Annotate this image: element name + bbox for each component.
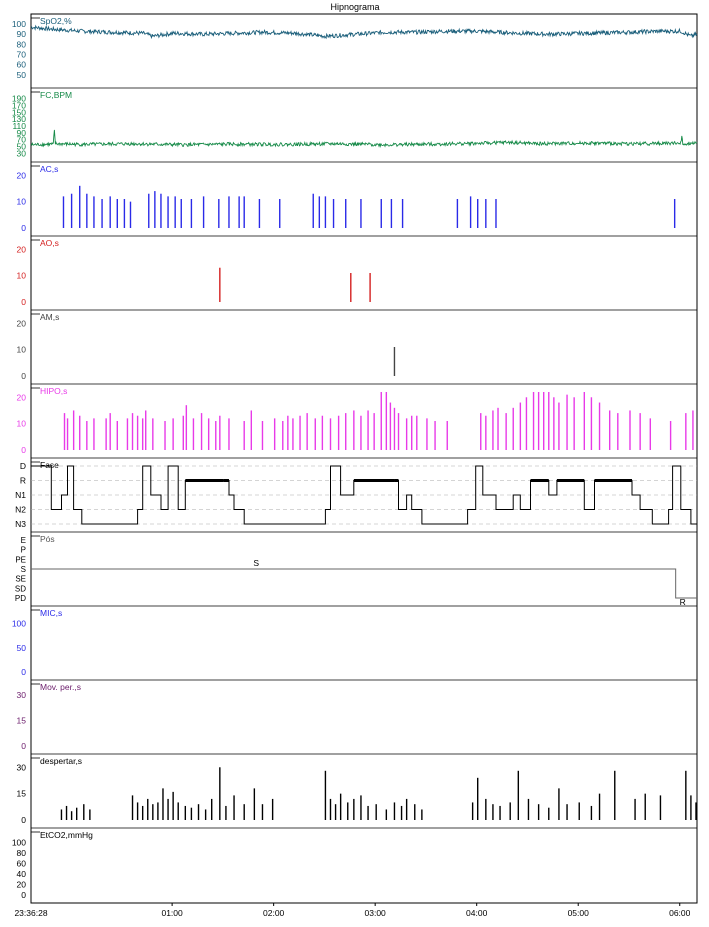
y-tick-label: 10	[17, 345, 27, 355]
y-tick-label: 90	[17, 128, 27, 138]
panel-label: AC,s	[40, 164, 58, 174]
y-tick-label: 0	[21, 297, 26, 307]
y-tick-label: 70	[17, 135, 27, 145]
y-tick-label: 30	[17, 762, 27, 772]
x-tick-label: 06:00	[669, 908, 691, 918]
y-tick-label: 60	[17, 858, 27, 868]
panel-hipo: HIPO,s 20 10 0	[17, 383, 697, 455]
y-tick-label: 100	[12, 19, 26, 29]
position-label: P	[21, 546, 26, 555]
y-tick-label: 80	[17, 848, 27, 858]
y-tick-label: 20	[17, 244, 27, 254]
y-tick-label: 0	[21, 667, 26, 677]
y-tick-label: 0	[21, 371, 26, 381]
panel-ac: AC,s 20 10 0	[17, 161, 697, 233]
stage-label: D	[20, 461, 26, 471]
y-tick-label: 20	[17, 392, 27, 402]
y-tick-label: 170	[12, 101, 26, 111]
panel-label: MIC,s	[40, 608, 62, 618]
position-label: PE	[15, 555, 26, 564]
position-trace	[31, 568, 697, 599]
panel-label: SpO2,%	[40, 16, 72, 26]
panel-despertar: despertar,s 30 15 0	[17, 753, 697, 825]
panels-layer: SpO2,%1009080706050FC,BPM190170150130110…	[12, 13, 698, 904]
y-tick-label: 30	[17, 690, 27, 700]
x-tick-label: 04:00	[466, 908, 488, 918]
stage-label: N3	[15, 519, 26, 529]
y-tick-label: 190	[12, 94, 26, 104]
position-label: E	[21, 536, 26, 545]
stage-label: N2	[15, 505, 26, 515]
panel-label: Pós	[40, 534, 55, 544]
y-tick-label: 50	[17, 70, 27, 80]
y-tick-label: 10	[17, 419, 27, 429]
panel-label: AO,s	[40, 238, 59, 248]
x-tick-label: 03:00	[365, 908, 387, 918]
x-tick-label: 01:00	[161, 908, 183, 918]
y-tick-label: 90	[17, 29, 27, 39]
plot-frame	[30, 13, 698, 904]
position-segment-label: S	[253, 558, 259, 568]
panel-label: Mov. per.,s	[40, 682, 81, 692]
y-tick-label: 30	[17, 148, 27, 158]
y-tick-label: 0	[21, 223, 26, 233]
y-tick-label: 0	[21, 815, 26, 825]
panel-movper: Mov. per.,s 30 15 0	[17, 679, 697, 751]
panel-label: HIPO,s	[40, 386, 67, 396]
y-tick-label: 70	[17, 50, 27, 60]
fc-trace	[30, 129, 698, 148]
panel-mic: MIC,s 100 50 0	[12, 605, 697, 677]
y-tick-label: 15	[17, 789, 27, 799]
y-tick-label: 100	[12, 837, 26, 847]
y-tick-label: 100	[12, 619, 26, 629]
panel-label: FC,BPM	[40, 90, 72, 100]
chart-title: Hipnograma	[330, 2, 379, 12]
y-tick-label: 110	[12, 121, 26, 131]
y-tick-label: 10	[17, 197, 27, 207]
position-segment-label: R	[680, 597, 686, 607]
y-tick-label: 130	[12, 114, 26, 124]
panel-fase: Fase DR N1 N2 N3	[15, 457, 698, 529]
y-tick-label: 40	[17, 869, 27, 879]
panel-ao: AO,s 20 10 0	[17, 235, 697, 307]
x-start-label: 23:36:28	[14, 908, 47, 918]
y-tick-label: 80	[17, 39, 27, 49]
y-tick-label: 20	[17, 170, 27, 180]
stage-label: R	[20, 476, 26, 486]
panel-label: despertar,s	[40, 756, 82, 766]
y-tick-label: 15	[17, 715, 27, 725]
position-label: SD	[15, 584, 26, 593]
y-tick-label: 20	[17, 879, 27, 889]
y-tick-label: 0	[21, 741, 26, 751]
panel-label: AM,s	[40, 312, 59, 322]
position-label: SE	[15, 575, 26, 584]
y-tick-label: 150	[12, 107, 26, 117]
panel-am: AM,s 20 10 0	[17, 309, 697, 381]
spo2-trace	[30, 24, 698, 40]
x-axis: 23:36:28 01:00 02:00 03:00 04:00 05:00 06:00	[14, 902, 697, 918]
y-tick-label: 20	[17, 318, 27, 328]
y-tick-label: 0	[21, 445, 26, 455]
y-tick-label: 10	[17, 271, 27, 281]
position-label: S	[21, 565, 26, 574]
y-tick-label: 0	[21, 890, 26, 900]
panel-label: Fase	[40, 460, 59, 470]
x-tick-label: 05:00	[568, 908, 590, 918]
y-tick-label: 50	[17, 643, 27, 653]
y-tick-label: 60	[17, 60, 27, 70]
x-tick-label: 02:00	[263, 908, 285, 918]
panel-label: EtCO2,mmHg	[40, 830, 93, 840]
position-label: PD	[15, 594, 26, 603]
y-tick-label: 50	[17, 141, 27, 151]
stage-label: N1	[15, 490, 26, 500]
